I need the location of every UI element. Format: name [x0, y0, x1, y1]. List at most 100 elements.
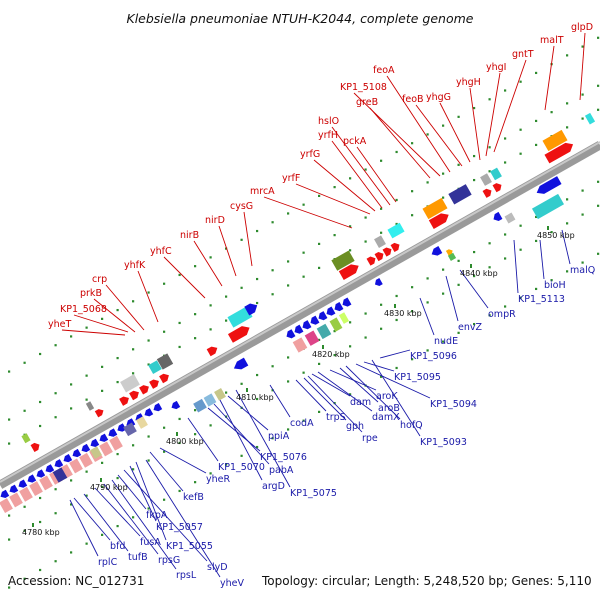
track-dot: [318, 362, 321, 365]
gene-arrow: [544, 142, 574, 164]
gene-block: [90, 446, 102, 459]
gene-label-reverse: KP1_5055: [166, 541, 213, 552]
track-dot: [581, 117, 584, 120]
gene-block: [79, 452, 93, 468]
gene-arrow: [286, 329, 296, 339]
gene-block: [120, 374, 140, 393]
gene-label-forward: glpD: [571, 22, 593, 33]
track-dot: [8, 418, 11, 421]
gene-arrow: [72, 448, 82, 458]
track-dot: [535, 143, 538, 147]
gene-block: [542, 129, 568, 152]
leader-line: [149, 451, 184, 492]
track-dot: [473, 274, 476, 278]
track-dot: [116, 476, 119, 480]
gene-arrow: [374, 278, 383, 287]
track-dot: [442, 268, 445, 271]
track-dot: [597, 252, 600, 255]
track-dot: [318, 194, 321, 197]
track-dot: [70, 383, 73, 386]
track-dot: [566, 54, 569, 57]
gene-label-forward: feoB: [402, 94, 424, 105]
track-dot: [597, 36, 600, 39]
track-dot: [271, 269, 274, 272]
track-dot: [178, 441, 181, 445]
gene-arrow: [153, 403, 163, 412]
track-dot: [85, 374, 88, 377]
gene-block: [374, 235, 386, 248]
track-dot: [101, 533, 104, 536]
track-dot: [240, 238, 243, 241]
track-dot: [116, 308, 119, 312]
gene-label-forward: pckA: [343, 136, 367, 147]
track-dot: [240, 286, 243, 289]
gene-label-reverse: rpsL: [176, 570, 197, 581]
track-dot: [256, 229, 259, 233]
gene-label-reverse: aroK: [376, 391, 398, 402]
gene-arrow: [139, 385, 149, 395]
track-dot: [271, 365, 274, 368]
track-dot: [349, 345, 352, 348]
gene-label-forward: yhfK: [124, 260, 146, 271]
track-dot: [411, 286, 414, 289]
track-dot: [70, 407, 73, 410]
gene-block: [0, 498, 13, 514]
track-dot: [225, 391, 228, 394]
track-dot: [333, 330, 336, 333]
track-dot: [411, 358, 414, 361]
gene-label-reverse: gph: [346, 421, 364, 432]
track-dot: [473, 154, 476, 158]
track-dot: [535, 239, 538, 243]
gene-label-reverse: envZ: [458, 322, 482, 333]
track-dot: [349, 321, 352, 324]
track-dot: [380, 375, 383, 378]
tick-label: 4810 kbp: [236, 393, 274, 402]
track-dot: [318, 338, 321, 341]
track-dot: [256, 445, 259, 449]
gene-label-reverse: tufB: [128, 552, 148, 563]
gene-arrow: [90, 438, 100, 447]
label-leader-lines: [61, 32, 586, 578]
track-dot: [225, 463, 228, 466]
track-dot: [566, 198, 569, 201]
gene-label-reverse: rpsG: [158, 555, 180, 566]
tick-mark: [32, 523, 34, 527]
leader-line: [145, 459, 221, 578]
track-dot: [395, 294, 398, 298]
gene-label-forward: hslO: [318, 116, 339, 127]
leader-line: [295, 183, 371, 215]
leader-line: [227, 395, 269, 431]
gene-block: [123, 422, 137, 437]
leader-line: [111, 479, 177, 570]
track-dot: [39, 352, 42, 356]
gene-arrow: [159, 373, 169, 384]
gene-label-forward: yheT: [48, 319, 71, 330]
track-dot: [132, 372, 135, 375]
gene-arrow: [81, 443, 91, 453]
gene-label-reverse: KP1_5096: [410, 351, 457, 362]
track-dot: [597, 204, 600, 207]
gene-block: [85, 401, 95, 411]
track-dot: [194, 313, 197, 316]
gene-block: [9, 492, 23, 508]
gene-label-forward: malT: [540, 35, 564, 46]
gene-label-reverse: KP1_5093: [420, 437, 467, 448]
track-dot: [194, 265, 197, 268]
gene-block: [59, 464, 73, 480]
gene-label-forward: greB: [356, 97, 378, 108]
leader-line: [117, 474, 147, 510]
gene-arrow: [492, 183, 502, 193]
gene-label-reverse: codA: [290, 418, 314, 429]
track-dot: [488, 98, 491, 101]
track-dot: [411, 190, 414, 193]
track-dot: [504, 89, 507, 92]
leader-line: [218, 225, 237, 277]
track-dot: [39, 568, 42, 572]
track-dot: [132, 348, 135, 351]
track-dot: [54, 512, 57, 515]
gene-arrow: [18, 479, 28, 488]
leader-line: [353, 92, 441, 177]
track-dot: [225, 295, 228, 298]
track-dot: [581, 45, 584, 48]
